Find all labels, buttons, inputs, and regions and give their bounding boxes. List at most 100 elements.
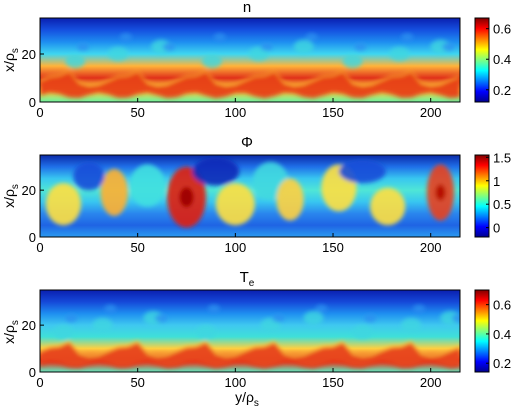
plume: [53, 325, 74, 340]
plume: [342, 54, 363, 69]
plume: [92, 318, 113, 333]
y-axis-label: x/ρs: [1, 48, 21, 72]
potential-cell: [370, 187, 406, 226]
potential-cell: [73, 162, 105, 191]
x-tick-label: 0: [36, 240, 43, 255]
panel-potential: Φ 0 50 100 150 200 0 20 x/ρs 1.5 1 0.5 0: [1, 134, 511, 255]
x-tick-label: 50: [130, 375, 144, 390]
colorbar: 0.6 0.4 0.2: [474, 17, 511, 103]
y-tick-label: 20: [22, 183, 36, 198]
plume: [108, 47, 129, 61]
x-tick-label: 0: [36, 105, 43, 120]
plume-tip: [305, 33, 318, 42]
x-tick-label: 150: [322, 240, 344, 255]
potential-peak: [179, 187, 194, 208]
potential-cell: [45, 183, 82, 226]
potential-cell: [276, 178, 304, 221]
x-tick-label: 200: [420, 375, 442, 390]
y-axis-label: x/ρs: [1, 320, 21, 344]
colorbar-tick-label: 0: [493, 221, 500, 236]
panel-temperature: Te 0 50 100 150 200 0 20 x/ρs y/ρs 0.6 0.4 0.2: [1, 269, 511, 409]
plume-tip: [155, 314, 168, 323]
x-tick-label: 0: [36, 375, 43, 390]
plume-tip: [65, 314, 78, 323]
plume: [401, 318, 422, 333]
colorbar-tick-label: 0.6: [493, 298, 511, 313]
plume-tip: [76, 42, 89, 51]
y-tick-label: 0: [29, 230, 36, 245]
panel-title: Te: [240, 269, 255, 289]
plot-frame: [39, 17, 461, 103]
plume-tip: [207, 304, 220, 313]
plume: [389, 47, 410, 61]
plume: [352, 325, 373, 340]
x-tick-label: 150: [322, 105, 344, 120]
plot-frame: [39, 289, 461, 373]
potential-cell: [100, 169, 128, 216]
plume-tip: [442, 42, 455, 51]
panel-title: n: [243, 0, 251, 16]
potential-cell: [338, 159, 386, 184]
colorbar-tick-label: 1: [493, 174, 500, 189]
heatmap-plot: [40, 155, 460, 237]
plume: [201, 54, 222, 69]
heatmap-plot: [40, 18, 460, 102]
plume-tip: [412, 304, 425, 313]
colorbar-tick-label: 0.4: [493, 327, 511, 342]
plume-tip: [162, 42, 175, 51]
axes: 0 50 100 150 200 0 20: [22, 289, 461, 390]
y-tick-label: 0: [29, 365, 36, 380]
plot-frame: [39, 154, 461, 238]
plume-tip: [452, 314, 460, 323]
panel-density: n 0 50 100 150 200 0 20 x/ρs 0.6 0.4 0.2: [1, 0, 511, 120]
x-tick-label: 100: [224, 375, 246, 390]
colorbar-tick-label: 1.5: [493, 150, 511, 165]
colorbar-tick-label: 0.5: [493, 197, 511, 212]
plume-tip: [213, 33, 226, 42]
plume-tip: [364, 314, 377, 323]
potential-cell: [215, 183, 255, 226]
y-tick-label: 20: [22, 318, 36, 333]
axes: 0 50 100 150 200 0 20: [22, 17, 461, 120]
colorbar-tick-label: 0.2: [493, 356, 511, 371]
colorbar-tick-label: 0.4: [493, 52, 511, 67]
plume-tip: [315, 304, 328, 313]
colorbar: 1.5 1 0.5 0: [474, 150, 511, 238]
plume: [440, 311, 460, 326]
colorbar-tick-label: 0.2: [493, 83, 511, 98]
plume-tip: [272, 314, 285, 323]
plume-tip: [104, 304, 117, 313]
plume: [196, 325, 217, 340]
x-tick-label: 200: [420, 240, 442, 255]
plume: [293, 39, 314, 54]
plume: [248, 47, 269, 61]
plume: [303, 311, 324, 326]
x-axis-label: y/ρs: [235, 389, 259, 409]
y-tick-label: 0: [29, 95, 36, 110]
heatmap-plot: [40, 290, 460, 372]
plume: [65, 54, 86, 69]
plume-tip: [119, 33, 132, 42]
x-tick-label: 150: [322, 375, 344, 390]
x-tick-label: 100: [224, 240, 246, 255]
x-tick-label: 100: [224, 105, 246, 120]
potential-cell: [192, 157, 240, 186]
plume-tip: [354, 42, 367, 51]
colorbar-gradient: [474, 154, 490, 238]
colorbar-gradient: [474, 17, 490, 103]
y-axis-label: x/ρs: [1, 184, 21, 208]
colorbar-gradient: [474, 289, 490, 373]
potential-cell: [129, 164, 166, 207]
hot-core: [40, 342, 460, 369]
axes: 0 50 100 150 200 0 20: [22, 154, 461, 255]
x-tick-label: 50: [130, 240, 144, 255]
colorbar: 0.6 0.4 0.2: [474, 289, 511, 373]
y-tick-label: 20: [22, 47, 36, 62]
potential-peak: [435, 184, 446, 201]
plume-tip: [260, 42, 273, 51]
x-tick-label: 50: [130, 105, 144, 120]
plume-tip: [401, 33, 414, 42]
panel-title: Φ: [241, 134, 253, 151]
hot-core: [40, 71, 460, 99]
